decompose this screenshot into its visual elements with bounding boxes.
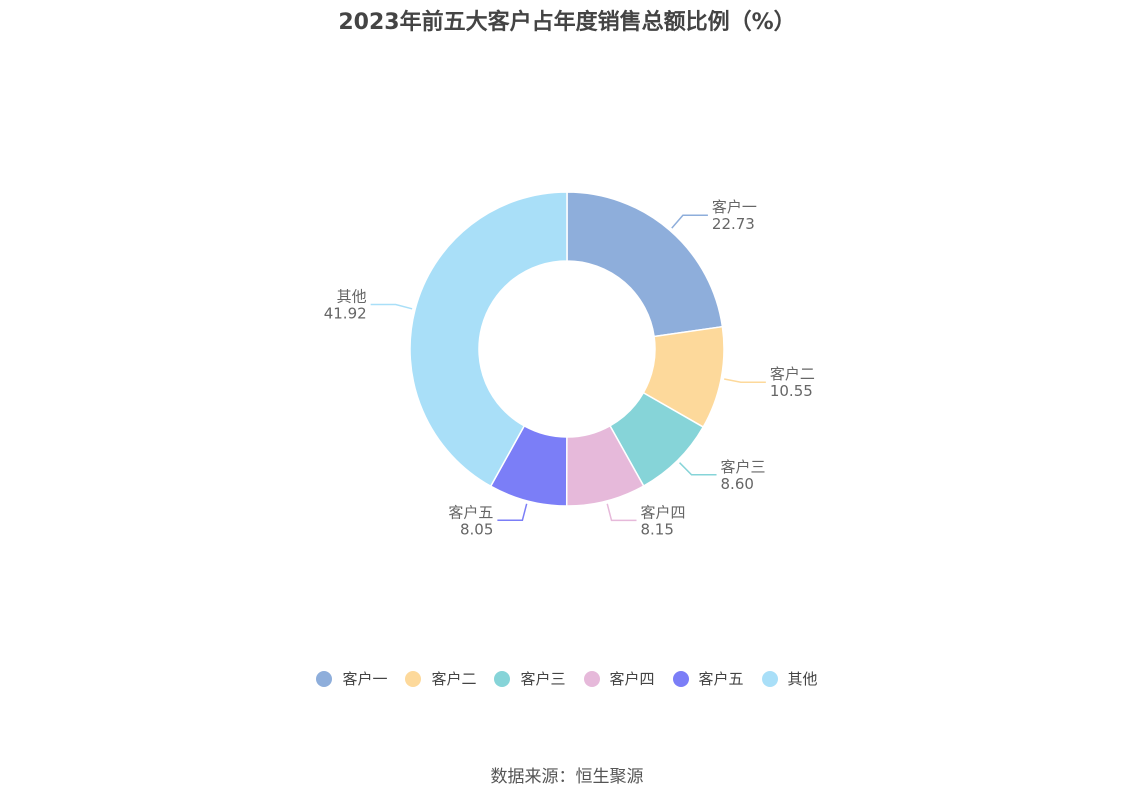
slice-label-name-1: 客户一 bbox=[712, 198, 757, 216]
slice-label-value-3: 8.60 bbox=[721, 475, 754, 493]
slice-label-value-6: 41.92 bbox=[324, 305, 367, 323]
slice-label-name-6: 其他 bbox=[337, 288, 367, 306]
legend-marker-icon bbox=[672, 670, 689, 687]
slice-label-name-3: 客户三 bbox=[721, 458, 766, 476]
slice-label-value-2: 10.55 bbox=[770, 382, 813, 400]
leader-line-1 bbox=[671, 214, 708, 229]
legend-item-6[interactable]: 其他 bbox=[761, 668, 818, 689]
legend-item-5[interactable]: 客户五 bbox=[672, 668, 744, 689]
data-source-note: 数据来源：恒生聚源 bbox=[490, 767, 644, 787]
donut-slice-6[interactable] bbox=[409, 191, 568, 488]
legend-label: 客户三 bbox=[520, 670, 566, 688]
slice-label-name-5: 客户五 bbox=[448, 503, 493, 521]
leader-line-2 bbox=[724, 378, 766, 383]
legend-marker-icon bbox=[761, 670, 778, 687]
legend-marker-icon bbox=[405, 670, 422, 687]
leader-line-4 bbox=[606, 503, 637, 522]
chart-title: 2023年前五大客户占年度销售总额比例（%） bbox=[338, 10, 796, 35]
legend-label: 客户一 bbox=[342, 670, 388, 688]
slice-label-value-4: 8.15 bbox=[641, 520, 674, 538]
legend-label: 客户二 bbox=[431, 670, 477, 688]
legend-item-2[interactable]: 客户二 bbox=[405, 668, 476, 689]
leader-line-5 bbox=[497, 503, 528, 522]
legend-label: 其他 bbox=[787, 670, 818, 688]
legend-label: 客户五 bbox=[698, 670, 744, 688]
chart-legend: 客户一 客户二 客户三 客户四 客户五 其他 bbox=[0, 668, 1134, 689]
leader-line-3 bbox=[679, 462, 717, 476]
legend-item-4[interactable]: 客户四 bbox=[583, 668, 655, 689]
legend-marker-icon bbox=[494, 670, 511, 687]
slice-label-value-1: 22.73 bbox=[712, 215, 755, 233]
legend-item-1[interactable]: 客户一 bbox=[316, 668, 387, 689]
legend-label: 客户四 bbox=[609, 670, 655, 688]
legend-marker-icon bbox=[583, 670, 600, 687]
slice-label-name-2: 客户二 bbox=[770, 365, 815, 383]
legend-marker-icon bbox=[316, 670, 333, 687]
leader-line-6 bbox=[370, 303, 413, 310]
legend-item-3[interactable]: 客户三 bbox=[494, 668, 566, 689]
donut-slice-1[interactable] bbox=[566, 191, 724, 338]
slice-label-value-5: 8.05 bbox=[460, 520, 493, 538]
slice-label-name-4: 客户四 bbox=[641, 503, 686, 521]
